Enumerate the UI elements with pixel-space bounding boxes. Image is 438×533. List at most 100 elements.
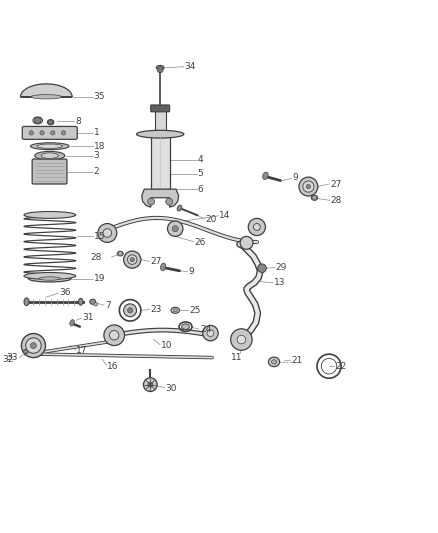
Ellipse shape	[117, 251, 123, 256]
Circle shape	[254, 223, 260, 230]
Text: 26: 26	[194, 238, 205, 247]
FancyBboxPatch shape	[155, 110, 166, 133]
Circle shape	[124, 251, 141, 268]
Text: 31: 31	[82, 313, 94, 322]
Ellipse shape	[78, 298, 83, 305]
Circle shape	[130, 257, 134, 262]
Text: 27: 27	[330, 180, 341, 189]
Text: 22: 22	[335, 362, 346, 370]
Ellipse shape	[35, 151, 65, 160]
Ellipse shape	[31, 95, 62, 99]
Ellipse shape	[37, 144, 63, 148]
Circle shape	[143, 378, 157, 392]
Text: 25: 25	[189, 306, 200, 315]
Text: 21: 21	[291, 356, 303, 365]
Text: 6: 6	[198, 184, 203, 193]
Text: 5: 5	[198, 169, 203, 178]
Circle shape	[166, 198, 173, 205]
Text: 1: 1	[94, 128, 99, 138]
FancyBboxPatch shape	[22, 126, 77, 139]
Circle shape	[21, 334, 46, 358]
Ellipse shape	[47, 119, 54, 125]
Text: 17: 17	[76, 346, 88, 355]
Text: 15: 15	[94, 232, 105, 241]
Text: 18: 18	[94, 142, 105, 151]
Ellipse shape	[156, 66, 164, 70]
Text: 4: 4	[198, 156, 203, 165]
Ellipse shape	[177, 205, 182, 211]
Ellipse shape	[311, 195, 318, 200]
Ellipse shape	[171, 308, 180, 313]
Text: 9: 9	[292, 174, 298, 182]
Text: 28: 28	[90, 253, 101, 262]
Text: 20: 20	[205, 215, 217, 224]
Text: 24: 24	[200, 325, 212, 334]
Circle shape	[118, 252, 122, 256]
FancyBboxPatch shape	[32, 159, 67, 184]
Circle shape	[127, 255, 137, 264]
Ellipse shape	[24, 212, 75, 219]
Ellipse shape	[24, 272, 75, 279]
Circle shape	[207, 329, 214, 336]
Ellipse shape	[272, 360, 277, 364]
Text: 2: 2	[94, 167, 99, 176]
Circle shape	[248, 219, 265, 236]
Ellipse shape	[182, 324, 189, 329]
Ellipse shape	[70, 320, 74, 326]
Circle shape	[148, 198, 155, 205]
Circle shape	[30, 343, 36, 349]
Text: 36: 36	[59, 288, 71, 297]
Circle shape	[203, 325, 218, 341]
Text: 30: 30	[165, 384, 177, 393]
Circle shape	[110, 330, 119, 340]
Ellipse shape	[28, 275, 71, 282]
Ellipse shape	[268, 357, 279, 367]
Circle shape	[29, 131, 33, 135]
Circle shape	[148, 382, 153, 387]
Circle shape	[312, 196, 317, 200]
Circle shape	[237, 335, 246, 344]
Circle shape	[299, 177, 318, 196]
Circle shape	[35, 117, 41, 124]
Text: 13: 13	[274, 278, 286, 287]
FancyBboxPatch shape	[151, 134, 170, 189]
Ellipse shape	[137, 130, 184, 138]
Text: 11: 11	[230, 353, 242, 362]
Circle shape	[157, 67, 163, 72]
Ellipse shape	[24, 298, 29, 305]
Circle shape	[306, 184, 311, 189]
Circle shape	[258, 264, 266, 272]
Ellipse shape	[23, 350, 28, 353]
Circle shape	[231, 329, 252, 350]
Ellipse shape	[94, 303, 98, 306]
Text: 16: 16	[107, 362, 119, 370]
Ellipse shape	[30, 143, 69, 150]
Circle shape	[103, 229, 112, 237]
Circle shape	[240, 237, 253, 249]
Text: 14: 14	[219, 211, 230, 220]
Circle shape	[167, 221, 183, 237]
Text: 27: 27	[150, 257, 162, 266]
Text: 29: 29	[276, 263, 287, 272]
Text: 35: 35	[94, 92, 105, 101]
Ellipse shape	[90, 299, 96, 304]
Circle shape	[104, 325, 124, 345]
Circle shape	[124, 304, 137, 317]
Ellipse shape	[263, 172, 268, 180]
Text: 8: 8	[75, 117, 81, 126]
Circle shape	[303, 181, 314, 192]
Ellipse shape	[41, 153, 58, 158]
FancyBboxPatch shape	[151, 105, 170, 112]
Text: 32: 32	[2, 355, 13, 364]
Circle shape	[61, 131, 66, 135]
Text: 3: 3	[94, 151, 99, 160]
Text: 34: 34	[185, 62, 196, 71]
Text: 19: 19	[94, 274, 105, 283]
Text: 10: 10	[161, 341, 172, 350]
Circle shape	[40, 131, 44, 135]
Circle shape	[51, 131, 55, 135]
Ellipse shape	[173, 309, 177, 312]
Circle shape	[127, 308, 133, 313]
Text: 33: 33	[7, 353, 18, 362]
Ellipse shape	[33, 117, 42, 124]
